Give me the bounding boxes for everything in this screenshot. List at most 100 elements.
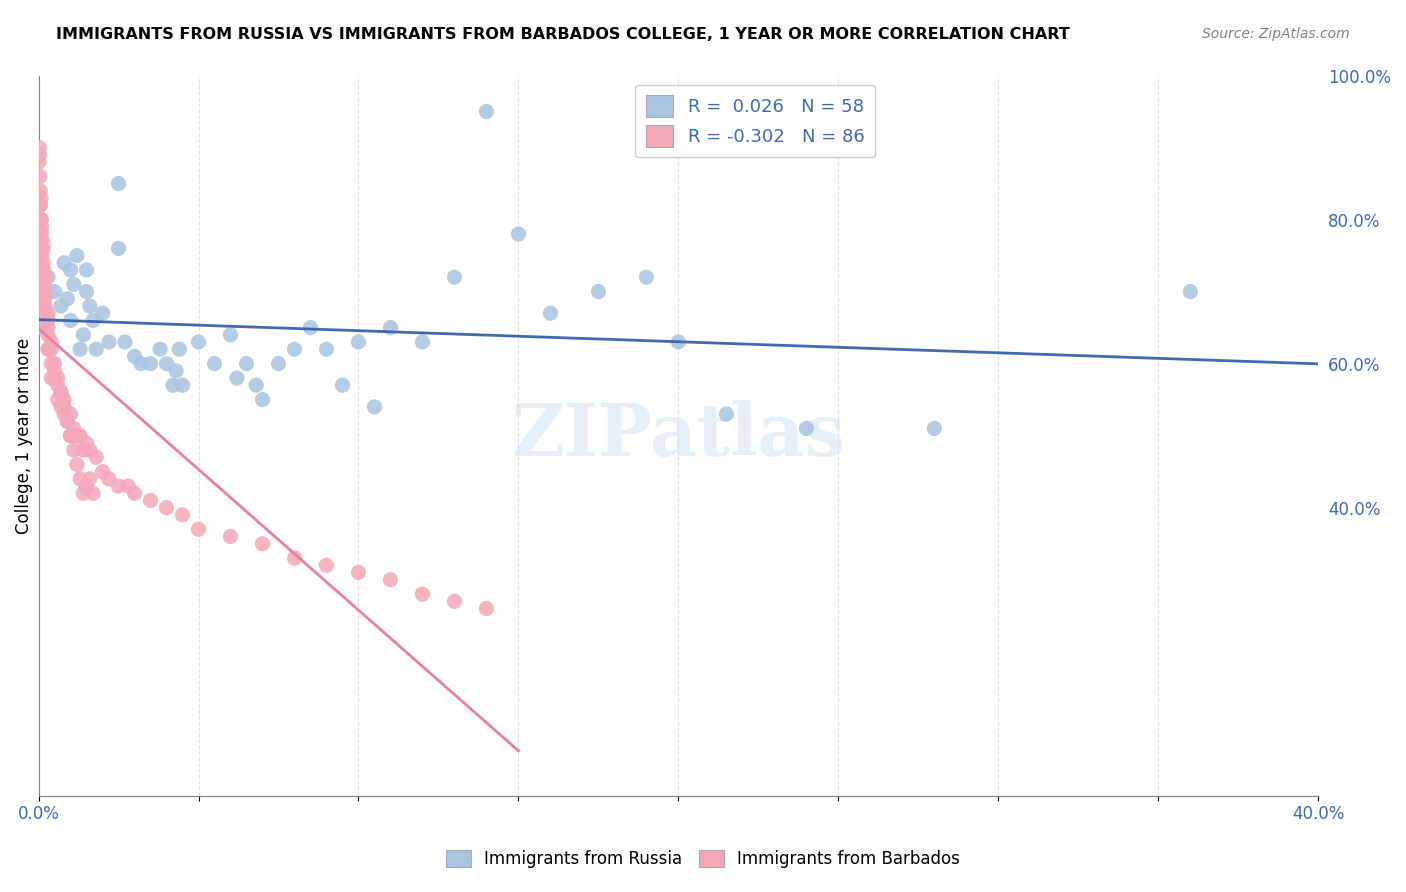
Immigrants from Barbados xyxy=(31,249,53,263)
Immigrants from Barbados xyxy=(475,601,498,615)
Immigrants from Barbados xyxy=(347,566,370,580)
Immigrants from Russia xyxy=(172,378,194,392)
Immigrants from Barbados xyxy=(31,241,53,255)
Text: IMMIGRANTS FROM RUSSIA VS IMMIGRANTS FROM BARBADOS COLLEGE, 1 YEAR OR MORE CORRE: IMMIGRANTS FROM RUSSIA VS IMMIGRANTS FRO… xyxy=(56,27,1070,42)
Immigrants from Russia xyxy=(299,320,322,334)
Immigrants from Barbados xyxy=(59,407,82,421)
Immigrants from Barbados xyxy=(30,191,52,205)
Immigrants from Barbados xyxy=(34,306,56,320)
Immigrants from Russia xyxy=(107,177,129,191)
Legend: R =  0.026   N = 58, R = -0.302   N = 86: R = 0.026 N = 58, R = -0.302 N = 86 xyxy=(636,85,875,158)
Immigrants from Barbados xyxy=(49,400,72,414)
Immigrants from Barbados xyxy=(46,371,69,385)
Immigrants from Barbados xyxy=(139,493,162,508)
Immigrants from Russia xyxy=(59,313,82,327)
Immigrants from Russia xyxy=(72,327,94,342)
Immigrants from Barbados xyxy=(46,378,69,392)
Immigrants from Barbados xyxy=(53,407,76,421)
Immigrants from Russia xyxy=(97,334,120,349)
Immigrants from Barbados xyxy=(32,256,55,270)
Immigrants from Russia xyxy=(84,342,107,356)
Immigrants from Russia xyxy=(62,277,84,292)
Immigrants from Barbados xyxy=(37,313,59,327)
Immigrants from Russia xyxy=(53,256,76,270)
Immigrants from Russia xyxy=(508,227,530,241)
Immigrants from Russia xyxy=(76,263,98,277)
Immigrants from Barbados xyxy=(69,472,91,486)
Immigrants from Barbados xyxy=(69,428,91,442)
Immigrants from Barbados xyxy=(28,169,51,184)
Immigrants from Barbados xyxy=(107,479,129,493)
Immigrants from Barbados xyxy=(34,285,56,299)
Immigrants from Barbados xyxy=(84,450,107,465)
Immigrants from Barbados xyxy=(411,587,433,601)
Immigrants from Russia xyxy=(475,104,498,119)
Immigrants from Russia xyxy=(107,241,129,255)
Immigrants from Barbados xyxy=(315,558,337,573)
Immigrants from Russia xyxy=(59,263,82,277)
Immigrants from Barbados xyxy=(28,155,51,169)
Immigrants from Russia xyxy=(716,407,738,421)
Immigrants from Barbados xyxy=(72,443,94,458)
Immigrants from Russia xyxy=(129,357,152,371)
Immigrants from Barbados xyxy=(37,327,59,342)
Immigrants from Russia xyxy=(124,350,146,364)
Immigrants from Russia xyxy=(226,371,249,385)
Immigrants from Russia xyxy=(1180,285,1202,299)
Immigrants from Barbados xyxy=(30,212,52,227)
Immigrants from Russia xyxy=(162,378,184,392)
Immigrants from Barbados xyxy=(62,443,84,458)
Immigrants from Barbados xyxy=(30,212,52,227)
Immigrants from Russia xyxy=(443,270,465,285)
Immigrants from Russia xyxy=(796,421,818,435)
Immigrants from Barbados xyxy=(30,198,52,212)
Immigrants from Barbados xyxy=(34,277,56,292)
Immigrants from Russia xyxy=(924,421,946,435)
Immigrants from Russia xyxy=(69,342,91,356)
Immigrants from Barbados xyxy=(31,227,53,241)
Immigrants from Russia xyxy=(49,299,72,313)
Immigrants from Barbados xyxy=(187,522,209,536)
Immigrants from Barbados xyxy=(41,357,63,371)
Immigrants from Russia xyxy=(235,357,257,371)
Immigrants from Barbados xyxy=(53,400,76,414)
Immigrants from Barbados xyxy=(34,270,56,285)
Immigrants from Barbados xyxy=(59,428,82,442)
Immigrants from Russia xyxy=(187,334,209,349)
Immigrants from Russia xyxy=(165,364,187,378)
Immigrants from Russia xyxy=(204,357,226,371)
Immigrants from Russia xyxy=(245,378,267,392)
Immigrants from Barbados xyxy=(97,472,120,486)
Immigrants from Barbados xyxy=(34,299,56,313)
Immigrants from Barbados xyxy=(82,486,104,500)
Immigrants from Barbados xyxy=(219,529,242,543)
Legend: Immigrants from Russia, Immigrants from Barbados: Immigrants from Russia, Immigrants from … xyxy=(439,843,967,875)
Immigrants from Russia xyxy=(332,378,354,392)
Immigrants from Russia xyxy=(82,313,104,327)
Immigrants from Russia xyxy=(31,320,53,334)
Immigrants from Russia xyxy=(411,334,433,349)
Immigrants from Barbados xyxy=(37,306,59,320)
Immigrants from Russia xyxy=(315,342,337,356)
Immigrants from Russia xyxy=(252,392,274,407)
Immigrants from Barbados xyxy=(41,334,63,349)
Immigrants from Russia xyxy=(267,357,290,371)
Immigrants from Barbados xyxy=(31,219,53,234)
Immigrants from Barbados xyxy=(155,500,177,515)
Immigrants from Barbados xyxy=(76,479,98,493)
Immigrants from Barbados xyxy=(41,371,63,385)
Immigrants from Barbados xyxy=(56,414,79,428)
Immigrants from Barbados xyxy=(172,508,194,522)
Immigrants from Barbados xyxy=(44,357,66,371)
Immigrants from Russia xyxy=(66,249,89,263)
Y-axis label: College, 1 year or more: College, 1 year or more xyxy=(15,337,32,533)
Immigrants from Barbados xyxy=(59,428,82,442)
Immigrants from Barbados xyxy=(79,472,101,486)
Immigrants from Barbados xyxy=(30,184,52,198)
Immigrants from Barbados xyxy=(79,443,101,458)
Immigrants from Russia xyxy=(380,320,402,334)
Immigrants from Barbados xyxy=(34,292,56,306)
Immigrants from Russia xyxy=(636,270,658,285)
Text: ZIPatlas: ZIPatlas xyxy=(512,401,845,471)
Immigrants from Barbados xyxy=(66,458,89,472)
